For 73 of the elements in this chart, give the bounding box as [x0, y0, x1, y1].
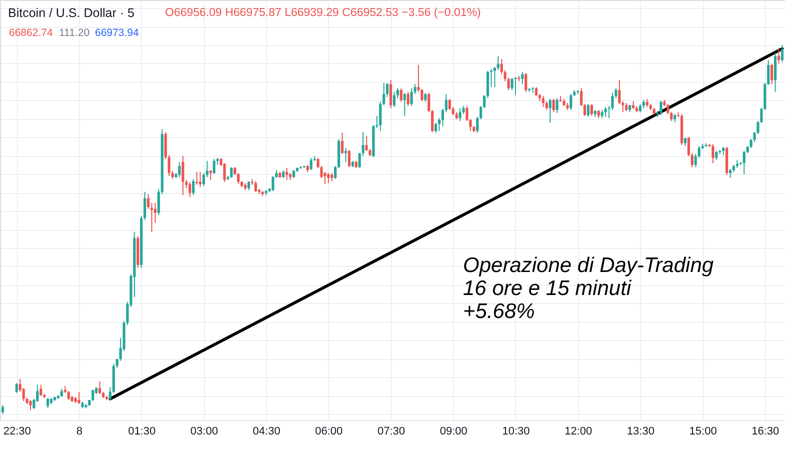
x-tick-label: 10:30 [502, 426, 530, 438]
candlestick [15, 382, 18, 394]
candlestick [392, 91, 396, 108]
candlestick [400, 88, 402, 102]
x-tick-label: 22:30 [3, 426, 31, 438]
candlestick [327, 172, 330, 184]
candlestick [324, 171, 326, 185]
candlestick [618, 80, 621, 105]
text: O66956.09 H66975.87 L66939.29 C66952.53 −3.56 (−0.01%) [165, 7, 482, 19]
x-tick-label: 13:30 [626, 426, 654, 438]
candlestick [434, 122, 438, 134]
candlestick [742, 150, 746, 175]
candlestick [777, 47, 780, 64]
candlestick [510, 77, 514, 91]
candlestick [570, 94, 572, 110]
candlestick [192, 178, 195, 196]
candlestick [406, 91, 410, 106]
candlestick [521, 71, 524, 85]
x-tick-label: 15:00 [689, 426, 717, 438]
candlestick [410, 88, 413, 106]
x-tick-label: 16:30 [752, 426, 780, 438]
candlestick [524, 72, 528, 92]
candlestick [340, 132, 344, 154]
annotation: Operazione di Day-Trading [463, 254, 714, 277]
annotation: 16 ore e 15 minuti [463, 277, 632, 300]
chart-title: Bitcoin / U.S. Dollar · 5 [8, 6, 134, 20]
candlestick [542, 95, 544, 108]
candlestick [514, 76, 517, 96]
candlestick [78, 391, 80, 405]
x-tick-label: 06:00 [315, 426, 343, 438]
candlestick [548, 98, 552, 124]
x-tick-label: 8 [76, 426, 83, 438]
candlestick [496, 56, 500, 71]
candlestick [715, 150, 718, 161]
candlestick [770, 63, 774, 85]
candlestick [98, 380, 102, 395]
candlestick [403, 92, 406, 116]
candlestick [40, 384, 42, 396]
x-tick-label: 07:30 [378, 426, 406, 438]
x-tick-label: 09:00 [440, 426, 468, 438]
candlestick [29, 399, 32, 410]
text: 111.20 [59, 27, 90, 39]
candlestick [286, 167, 288, 181]
candlestick [92, 390, 94, 402]
x-tick-label: 03:00 [190, 426, 218, 438]
x-tick-label: 12:00 [564, 426, 592, 438]
candlestick [660, 100, 662, 116]
candlestick [348, 150, 350, 168]
candlestick [212, 158, 216, 175]
candlestick [666, 104, 670, 115]
text: 66862.74 [9, 27, 53, 39]
candlestick [780, 44, 784, 62]
candlestick [458, 108, 462, 122]
candlestick [230, 166, 233, 178]
candlestick [556, 98, 558, 114]
candlestick [590, 104, 593, 116]
candlestick [254, 180, 257, 192]
candlestick [178, 161, 181, 178]
candlestick [774, 52, 777, 92]
x-tick-label: 01:30 [128, 426, 156, 438]
candlestick [154, 202, 156, 224]
candlestick [552, 98, 555, 113]
x-tick-label: 04:30 [252, 426, 280, 438]
candlestick [586, 104, 590, 118]
candlestick [188, 181, 192, 198]
candlestick [46, 398, 50, 409]
text: 66973.94 [95, 27, 139, 39]
candlestick [22, 388, 25, 402]
candlestick [712, 143, 714, 164]
candlestick [310, 157, 312, 171]
annotation: +5.68% [463, 300, 535, 323]
candlestick [389, 80, 392, 109]
candlestick [182, 156, 184, 196]
